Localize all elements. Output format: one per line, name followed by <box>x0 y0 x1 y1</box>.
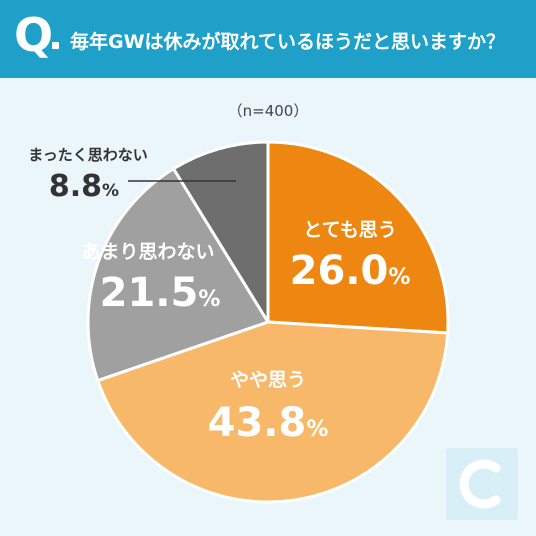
pie-slices <box>86 140 450 504</box>
question-title: 毎年GWは休みが取れているほうだと思いますか？ <box>70 31 505 53</box>
slice-labels: とても思う 26.0% やや思う 43.8% あまり思わない 21.5% まったく思わない 8… <box>28 146 410 446</box>
pie-slice-3 <box>86 167 270 383</box>
pie-slice-1 <box>266 140 450 335</box>
slice-value-2: 43.8% <box>208 400 329 446</box>
sample-size-note: （n=400） <box>227 102 309 120</box>
header-bar: Q 毎年GWは休みが取れているほうだと思いますか？ <box>0 0 536 78</box>
pie-slice-2 <box>96 320 450 504</box>
slice-value-3: 21.5% <box>100 270 221 316</box>
pie-slice-4 <box>172 140 270 324</box>
watermark-logo-icon <box>446 448 518 520</box>
slice-label-1: とても思う <box>303 219 396 241</box>
slice-label-3: あまり思わない <box>81 241 214 263</box>
q-dot-decoration <box>52 42 59 49</box>
slice-value-4: 8.8% <box>49 169 119 204</box>
slice-value-1: 26.0% <box>290 248 411 294</box>
slice-label-2: やや思う <box>230 369 306 391</box>
slice-label-4: まったく思わない <box>28 146 147 164</box>
q-mark: Q <box>14 8 54 62</box>
